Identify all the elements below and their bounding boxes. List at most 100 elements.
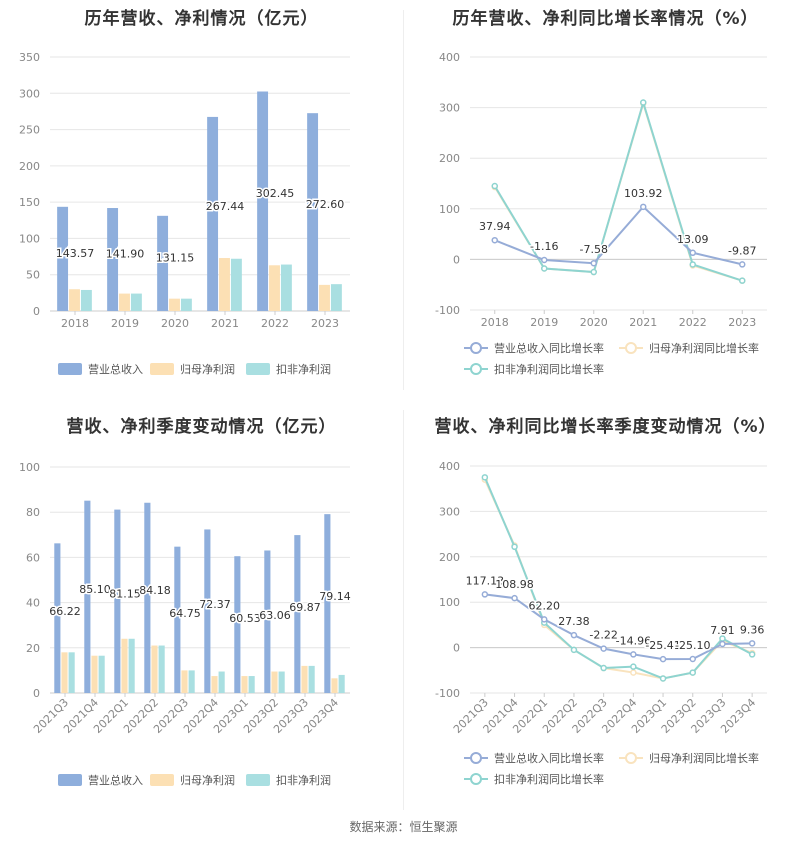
- data-label: -25.41: [645, 639, 680, 652]
- data-label: 85.10: [79, 583, 111, 596]
- data-point: [659, 675, 667, 682]
- data-point: [689, 261, 696, 268]
- data-label: 81.15: [109, 588, 141, 601]
- data-label: 69.87: [289, 601, 321, 614]
- bar-归母净利润: [151, 645, 158, 693]
- legend-label: 归母净利润同比增长率: [649, 751, 759, 765]
- bar-归母净利润: [211, 676, 218, 693]
- data-label: 37.94: [479, 220, 511, 233]
- data-point: [511, 543, 518, 551]
- data-point: [511, 594, 518, 602]
- y-tick-label: 20: [26, 642, 40, 655]
- legend-label: 归母净利润: [180, 773, 235, 787]
- data-label: 108.98: [495, 578, 534, 591]
- data-label: 117.13: [466, 574, 505, 587]
- x-tick-label: 2019: [111, 317, 139, 330]
- y-tick-label: 100: [19, 232, 40, 245]
- legend-marker: [470, 752, 482, 764]
- data-label: -1.16: [530, 240, 558, 253]
- bar-营业总收入: [84, 500, 91, 693]
- bar-扣非净利润: [280, 264, 292, 311]
- y-tick-label: 400: [439, 460, 460, 473]
- y-tick-label: 200: [19, 160, 40, 173]
- data-point: [719, 640, 726, 648]
- data-point: [689, 669, 696, 676]
- data-point: [570, 631, 578, 639]
- data-point: [630, 663, 637, 670]
- y-tick-label: -100: [435, 687, 460, 700]
- data-point: [481, 591, 489, 598]
- bar-扣非净利润: [68, 652, 75, 693]
- y-tick-label: 350: [19, 51, 40, 64]
- y-tick-label: 300: [19, 87, 40, 100]
- bar-归母净利润: [69, 289, 80, 311]
- bar-扣非净利润: [218, 671, 225, 693]
- legend-swatch: [58, 774, 82, 786]
- bar-扣非净利润: [278, 671, 285, 693]
- data-point: [739, 277, 746, 284]
- data-point: [491, 236, 498, 244]
- bar-归母净利润: [331, 678, 338, 693]
- legend-label: 扣非净利润同比增长率: [494, 772, 604, 786]
- legend-label: 营业总收入: [88, 773, 143, 787]
- bar-扣非净利润: [80, 289, 92, 311]
- bar-归母净利润: [301, 665, 308, 693]
- bar-营业总收入: [157, 215, 169, 311]
- data-point: [491, 182, 498, 190]
- y-tick-label: 40: [26, 597, 40, 610]
- data-point: [630, 651, 637, 658]
- y-tick-label: 0: [453, 642, 460, 655]
- data-label: 302.45: [256, 187, 295, 200]
- y-tick-label: 50: [26, 269, 40, 282]
- y-tick-label: 0: [33, 305, 40, 318]
- data-point: [590, 259, 597, 267]
- data-point: [748, 651, 756, 658]
- data-point: [689, 249, 696, 257]
- x-tick-label: 2020: [161, 317, 189, 330]
- data-label: 141.90: [106, 247, 145, 260]
- bar-营业总收入: [107, 208, 119, 311]
- data-point: [541, 256, 548, 264]
- annual-revenue-profit-chart: 0 50 100 150 200 250 300 350 2018 2019 2020 2021 202…: [19, 51, 350, 376]
- bar-扣非净利润: [98, 655, 105, 693]
- bar-归母净利润: [319, 284, 330, 311]
- y-tick-label: 0: [453, 253, 460, 266]
- y-tick-label: 200: [439, 551, 460, 564]
- bar-营业总收入: [174, 546, 181, 693]
- data-label: 131.15: [156, 252, 195, 265]
- bar-归母净利润: [119, 293, 130, 311]
- quarterly-growth-chart: -10001002003004002021Q32021Q42022Q12022Q…: [435, 460, 767, 786]
- data-label: 79.14: [319, 590, 351, 603]
- chart-title: 营收、净利同比增长率季度变动情况（%）: [434, 417, 777, 437]
- x-tick-label: 2018: [481, 316, 509, 329]
- bar-营业总收入: [324, 514, 331, 693]
- y-tick-label: 100: [19, 461, 40, 474]
- bar-扣非净利润: [188, 670, 195, 693]
- x-tick-label: 2019: [530, 316, 558, 329]
- data-point: [630, 669, 637, 676]
- y-tick-label: 300: [439, 505, 460, 518]
- bar-营业总收入: [114, 509, 121, 693]
- y-tick-label: -100: [435, 304, 460, 317]
- data-label: 62.20: [529, 599, 561, 612]
- data-label: 143.57: [56, 247, 95, 260]
- chart-title: 历年营收、净利情况（亿元）: [84, 9, 319, 29]
- x-tick-label: 2023: [728, 316, 756, 329]
- bar-扣非净利润: [308, 665, 315, 693]
- bar-归母净利润: [121, 638, 128, 693]
- data-label: -2.22: [589, 629, 617, 642]
- y-tick-label: 100: [439, 203, 460, 216]
- bar-归母净利润: [241, 676, 248, 693]
- bar-扣非净利润: [128, 638, 135, 693]
- data-point: [659, 655, 667, 663]
- legend-label: 扣非净利润: [276, 773, 331, 787]
- data-label: -14.96: [616, 634, 651, 647]
- annual-growth-chart: -100 0 100 200 300 400 2018 2019 2020 2021 2022 202…: [435, 51, 767, 376]
- vertical-divider-top: [403, 10, 404, 390]
- bar-扣非净利润: [230, 258, 242, 311]
- legend-swatch: [246, 774, 270, 786]
- y-tick-label: 400: [439, 51, 460, 64]
- legend-label: 营业总收入同比增长率: [494, 751, 604, 765]
- bar-归母净利润: [169, 298, 180, 311]
- bar-营业总收入: [257, 91, 269, 311]
